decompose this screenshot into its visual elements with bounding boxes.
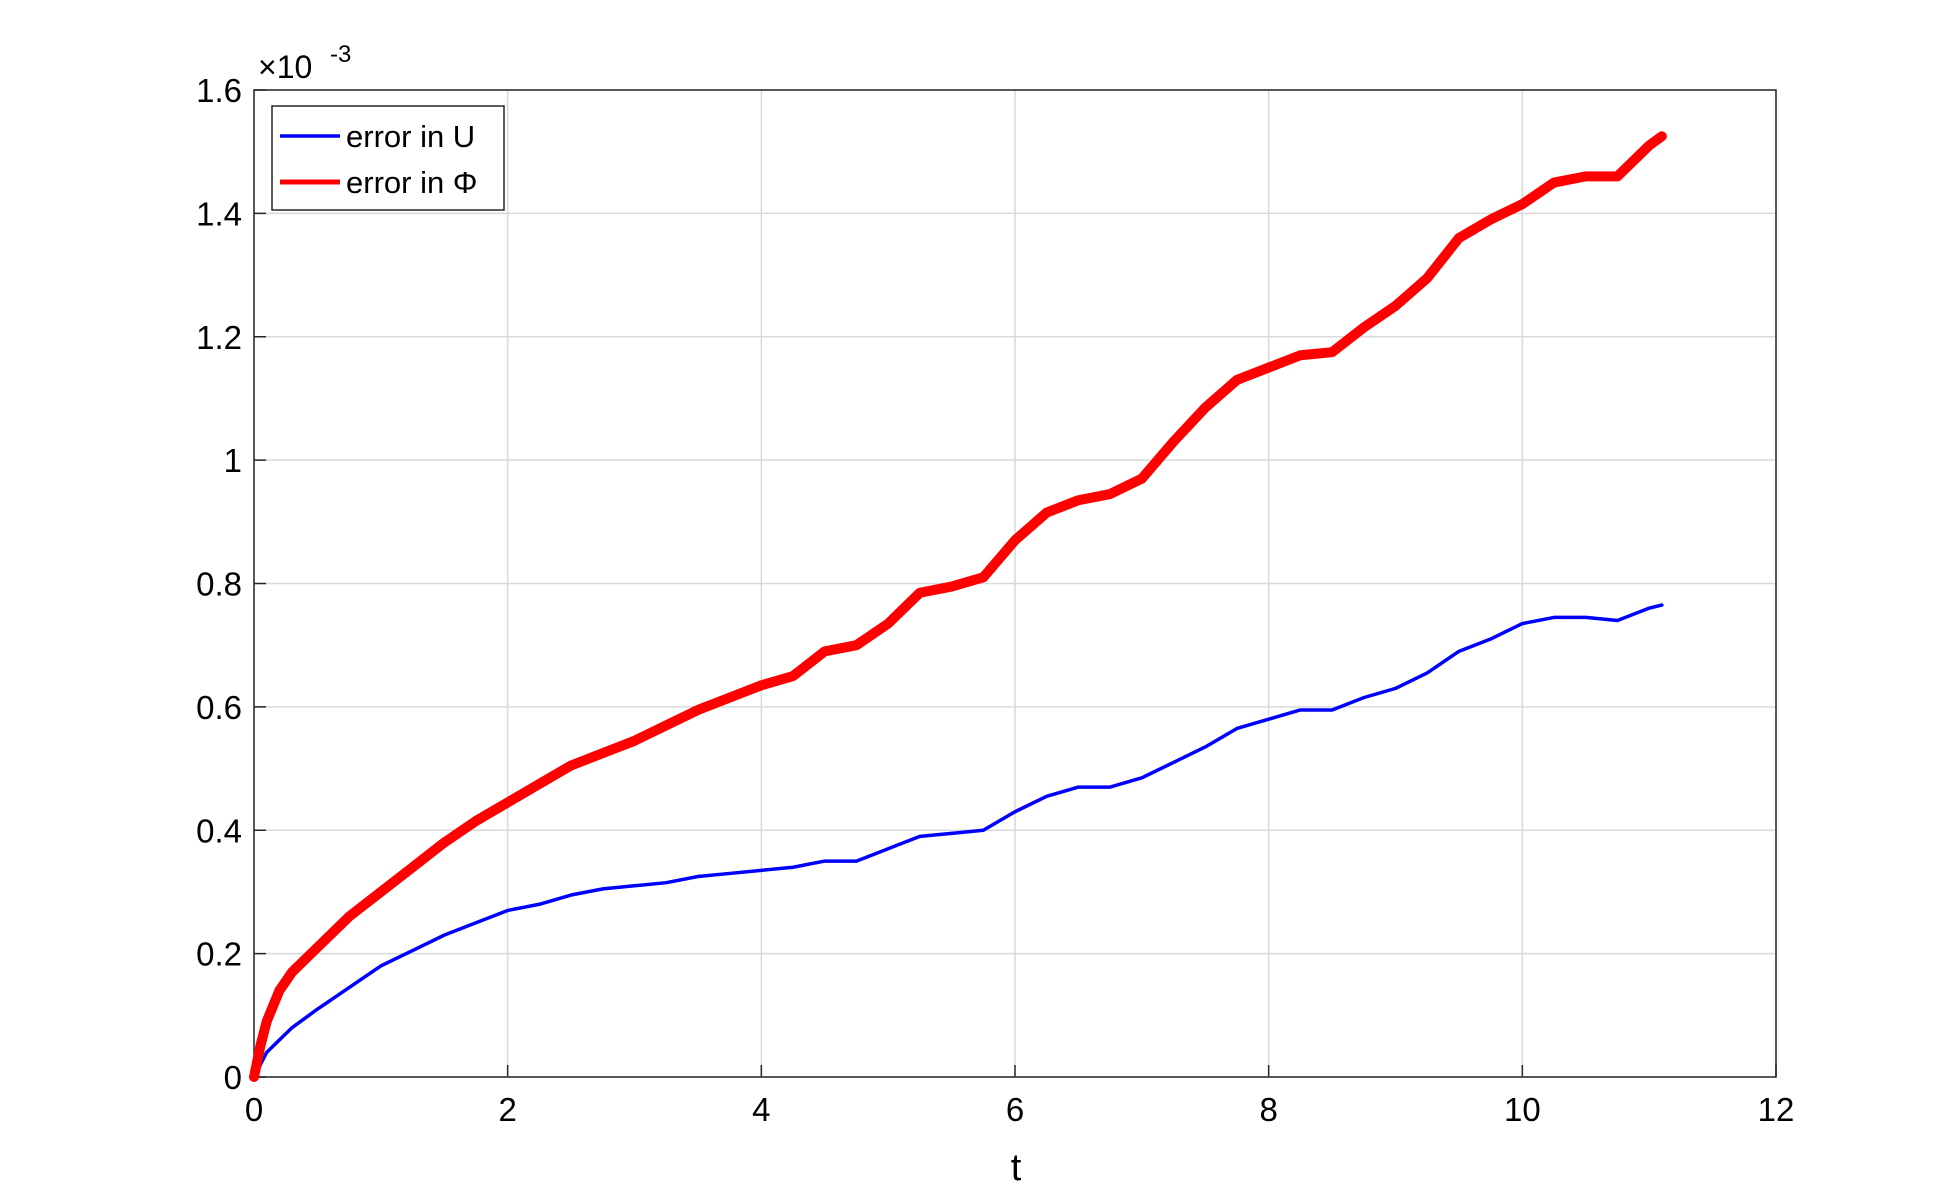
y-tick-label: 1.2: [196, 319, 242, 356]
y-scale-exponent: -3: [330, 41, 351, 68]
x-axis-label: t: [1011, 1147, 1022, 1189]
y-tick-label: 1.6: [196, 72, 242, 109]
x-tick-label: 6: [1006, 1091, 1024, 1128]
legend-box: [271, 105, 505, 211]
y-tick-label: 0.6: [196, 689, 242, 726]
y-tick-label: 1: [224, 442, 242, 479]
plot-frame: [253, 89, 1777, 1078]
data-line: [252, 603, 1664, 1079]
x-tick-label: 8: [1259, 1091, 1277, 1128]
x-tick-label: 2: [498, 1091, 516, 1128]
y-tick-label: 1.4: [196, 195, 242, 232]
x-tick-label: 0: [245, 1091, 263, 1128]
y-tick-label: 0: [224, 1059, 242, 1096]
legend-label: error in Φ: [346, 165, 478, 200]
data-line: [249, 131, 1667, 1082]
y-scale-base: ×10: [258, 49, 312, 85]
y-tick-label: 0.4: [196, 812, 242, 849]
x-tick-label: 4: [752, 1091, 770, 1128]
legend: error in U error in Φ: [271, 105, 505, 211]
legend-label: error in U: [346, 119, 475, 154]
x-tick-label: 12: [1758, 1091, 1795, 1128]
y-tick-label: 0.2: [196, 936, 242, 973]
y-tick-label: 0.8: [196, 566, 242, 603]
x-tick-label: 10: [1504, 1091, 1541, 1128]
